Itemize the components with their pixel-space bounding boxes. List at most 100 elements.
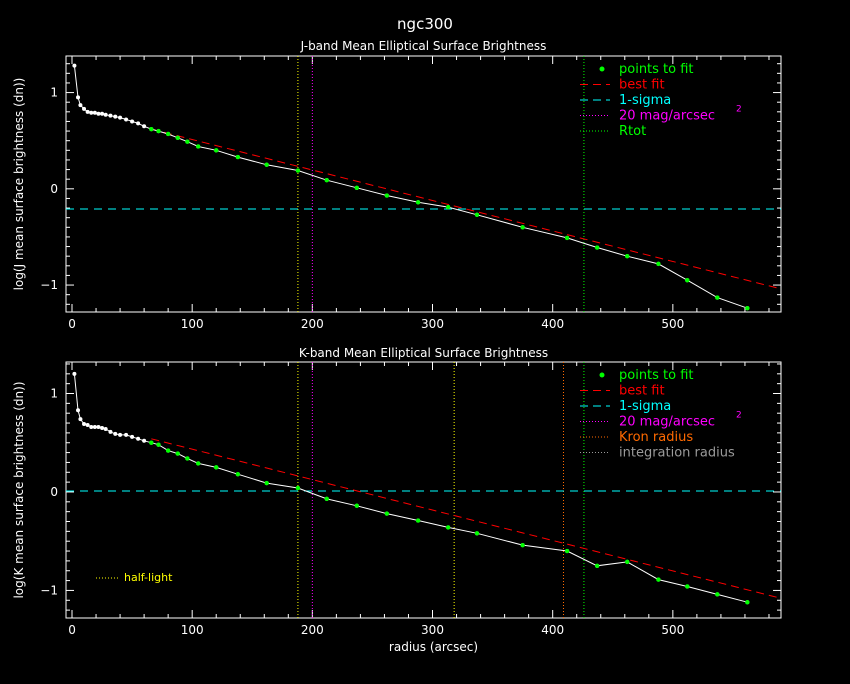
panel1-fit-point <box>324 177 329 183</box>
panel2-axes-frame <box>65 361 782 619</box>
panel1-fit-point <box>624 253 630 259</box>
panel2-y-tick-label: 0 <box>50 485 58 499</box>
panel1-x-tick-label: 500 <box>661 317 684 331</box>
panel1-fit-point <box>520 225 525 230</box>
panel2-x-tick-label: 0 <box>68 623 76 637</box>
panel1-profile-point <box>82 106 87 111</box>
panel2-profile-point <box>82 422 87 427</box>
panel1-fit-point <box>264 162 269 167</box>
panel1-title: J-band Mean Elliptical Surface Brightnes… <box>300 39 547 53</box>
panel2-fit-point <box>324 496 329 502</box>
panel1-profile-point <box>78 103 83 108</box>
panel2-profile-point <box>96 424 101 429</box>
panel1-y-axis-label: log(J mean surface brightness (dn)) <box>12 78 26 291</box>
panel1-legend-label: best fit <box>619 78 665 93</box>
panel2-profile-point <box>124 432 129 437</box>
panel2-profile-point <box>130 434 135 439</box>
figure-title: ngc300 <box>397 15 453 33</box>
panel2-fit-point <box>295 485 301 491</box>
panel1-profile-point <box>124 117 129 122</box>
panel1-x-tick-label: 100 <box>181 317 204 331</box>
panel2-legend-sup: 2 <box>736 411 742 421</box>
panel2-profile-point <box>92 424 97 429</box>
panel2-fit-point <box>235 472 241 477</box>
panel1-profile-point <box>96 111 101 116</box>
panel2-fit-point <box>384 511 390 516</box>
panel2-fit-point <box>185 456 190 461</box>
panel1-fit-point <box>415 200 421 205</box>
panel2-profile-point <box>142 438 147 443</box>
panel1-fit-point <box>715 295 720 300</box>
panel2-y-tick-label: −1 <box>40 583 58 597</box>
panel1-y-tick-label: 1 <box>50 86 58 100</box>
panel1-fit-point <box>594 245 600 250</box>
panel2-best-fit-line <box>151 438 782 599</box>
panel1-x-tick-label: 300 <box>421 317 444 331</box>
panel2-x-tick-label: 200 <box>301 623 324 637</box>
panel2-legend-label: best fit <box>619 384 665 399</box>
panel2-y-axis-label: log(K mean surface brightness (dn)) <box>12 381 26 598</box>
panel2-fit-point <box>264 480 269 486</box>
panel2-fit-point <box>354 503 360 508</box>
panel2-fit-point <box>564 548 570 554</box>
panel2-x-tick-label: 500 <box>661 623 684 637</box>
panel2-title: K-band Mean Elliptical Surface Brightnes… <box>299 346 548 360</box>
panel1-fit-point <box>195 144 201 149</box>
panel1-profile-point <box>130 119 135 124</box>
panel1-y-tick-label: 0 <box>50 182 58 196</box>
panel1-fit-point <box>384 193 390 198</box>
panel2-annotation-label: half-light <box>124 571 173 584</box>
panel2-profile-point <box>118 432 123 437</box>
panel1-legend-marker <box>599 66 605 72</box>
panel1-fit-point <box>474 212 480 217</box>
panel1-legend-label: 1-sigma <box>619 93 671 108</box>
panel1-profile-point <box>92 110 97 115</box>
panel2-fit-point <box>165 448 171 453</box>
panel2-fit-point <box>474 531 480 536</box>
panel1-profile-point <box>100 111 105 116</box>
panel2-fit-point <box>195 461 201 466</box>
panel1-fit-point <box>656 261 661 267</box>
panel1-fit-point <box>745 305 750 311</box>
panel1-y-tick-label: −1 <box>40 278 58 292</box>
panel2-x-tick-label: 400 <box>541 623 564 637</box>
panel2-legend-label: 20 mag/arcsec <box>619 415 715 430</box>
panel2-fit-point <box>685 584 690 589</box>
panel2-fit-point <box>156 442 161 447</box>
panel2-profile-point <box>85 423 90 428</box>
panel1-fit-point <box>235 154 241 160</box>
panel1-profile-point <box>113 114 118 119</box>
panel1-profile-point <box>136 121 141 126</box>
panel1-x-tick-label: 400 <box>541 317 564 331</box>
panel1-fit-point <box>165 131 171 137</box>
panel2-fit-point <box>175 451 180 456</box>
panel2-profile-point <box>103 426 108 431</box>
panel2: K-band Mean Elliptical Surface Brightnes… <box>12 346 782 654</box>
panel2-fit-point <box>520 542 525 548</box>
panel1: J-band Mean Elliptical Surface Brightnes… <box>12 39 782 331</box>
panel1-fit-point <box>564 235 570 241</box>
panel2-profile-point <box>76 408 81 413</box>
panel1-fit-point <box>156 128 161 134</box>
panel1-legend-label: Rtot <box>619 124 646 139</box>
panel2-profile-point <box>113 431 118 436</box>
panel2-fit-point <box>594 563 600 569</box>
panel2-profile-point <box>100 425 105 430</box>
panel1-legend-sup: 2 <box>736 105 742 115</box>
panel2-fit-point <box>715 592 720 597</box>
panel2-y-tick-label: 1 <box>50 387 58 401</box>
panel1-profile-point <box>76 95 81 100</box>
panel2-fit-point <box>445 525 451 530</box>
panel1-profile-point <box>142 124 147 129</box>
panel1-best-fit-line <box>151 128 782 290</box>
panel2-profile-point <box>108 429 113 434</box>
panel1-fit-point <box>175 135 180 141</box>
panel1-fit-point <box>685 278 690 283</box>
panel2-profile-point <box>89 424 94 429</box>
panel1-fit-point <box>445 204 451 210</box>
panel1-fit-point <box>295 168 301 173</box>
panel2-fit-point <box>624 559 630 565</box>
panel2-fit-point <box>656 577 661 582</box>
panel2-x-tick-label: 300 <box>421 623 444 637</box>
